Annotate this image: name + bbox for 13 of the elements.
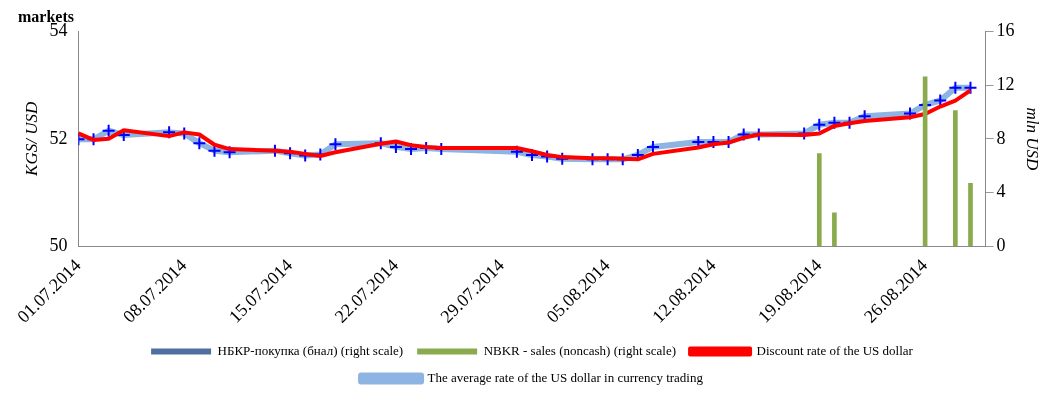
y2-tick-label: 12 [996, 73, 1015, 94]
y-axis-title: KGS/ USD [21, 101, 41, 177]
legend-label: The average rate of the US dollar in currency trading [427, 369, 704, 385]
legend-label: НБКР-покупка (бнал) (right scale) [217, 342, 404, 358]
legend-label: Discount rate of the US dollar [756, 342, 914, 358]
y-tick-label: 50 [49, 235, 68, 256]
legend-label: NBKR - sales (noncash) (right scale) [483, 342, 677, 358]
y2-tick-label: 8 [996, 127, 1006, 148]
y2-tick-label: 4 [996, 181, 1006, 202]
y-tick-label: 52 [49, 127, 68, 148]
y2-axis-title: mln USD [1023, 107, 1043, 171]
y2-tick-label: 0 [996, 235, 1006, 256]
y2-tick-label: 16 [996, 19, 1015, 40]
